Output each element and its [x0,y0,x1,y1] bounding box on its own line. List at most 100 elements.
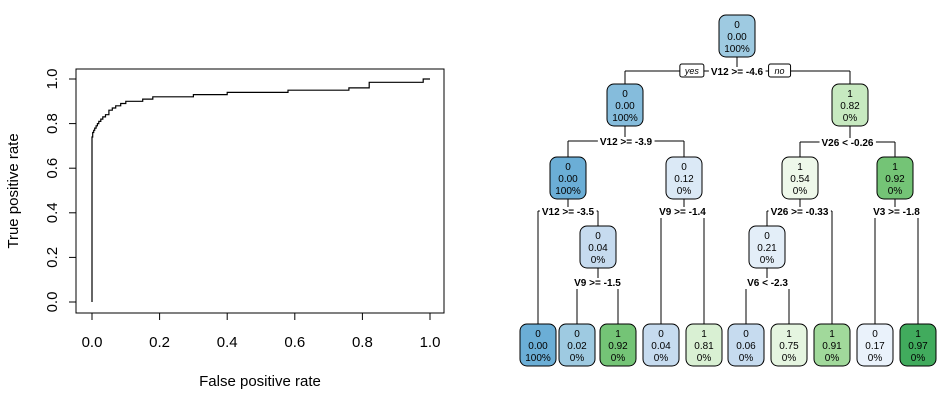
split-label: V3 >= -1.8 [873,207,920,218]
node-class: 0 [658,329,664,340]
node-class: 0 [535,329,541,340]
node-probability: 0.91 [822,341,842,352]
split-label-bg [871,207,923,218]
tree-node-box [856,323,894,367]
node-percent: 0% [760,255,775,266]
split-label-bg [768,207,831,218]
node-probability: 0.92 [885,174,905,185]
node-probability: 0.75 [779,341,799,352]
y-axis: 0.0 0.2 0.4 0.6 0.8 1.0 [44,69,77,313]
node-percent: 100% [612,113,638,124]
yes-label: yes [684,66,700,76]
node-percent: 100% [525,353,551,364]
decision-tree: V12 >= -4.6 V12 >= -3.9 V26 < -0.26 V12 >= … [519,14,937,367]
node-percent: 0% [843,113,858,124]
node-probability: 0.02 [567,341,587,352]
tree-node: 10.540% [781,156,819,200]
tree-node: 00.120% [665,156,703,200]
node-class: 0 [743,329,749,340]
no-label: no [775,66,785,76]
node-probability: 0.54 [790,174,810,185]
tree-node: 10.920% [876,156,914,200]
tree-node-box [665,156,703,200]
node-probability: 0.00 [558,174,578,185]
tree-split-labels: V12 >= -4.6 V12 >= -3.9 V26 < -0.26 V12 >= … [539,63,923,289]
node-probability: 0.04 [651,341,671,352]
node-probability: 0.82 [840,101,860,112]
node-probability: 0.21 [757,243,777,254]
node-probability: 0.97 [908,341,928,352]
tree-node: 00.040% [642,323,680,367]
node-percent: 0% [782,353,797,364]
tree-node: 10.750% [770,323,808,367]
tree-node: 00.170% [856,323,894,367]
split-label: V26 < -0.26 [822,138,874,149]
node-class: 0 [622,89,628,100]
roc-chart: 0.0 0.2 0.4 0.6 0.8 1.0 0.0 0.2 0.4 0.6 0.8 1.0 Fa… [5,68,445,390]
node-class: 1 [847,89,853,100]
node-probability: 0.12 [674,174,694,185]
tree-node-box [599,323,637,367]
y-tick-label: 0.2 [44,247,61,268]
split-label-bg [657,207,709,218]
tree-node: 10.820% [831,83,869,127]
node-class: 1 [786,329,792,340]
tree-node-box [642,323,680,367]
split-label: V12 >= -3.5 [542,207,595,218]
tree-node-box [770,323,808,367]
node-percent: 0% [739,353,754,364]
split-label: V9 >= -1.4 [659,207,706,218]
node-class: 0 [872,329,878,340]
x-tick-label: 0.4 [217,334,238,351]
node-percent: 0% [654,353,669,364]
x-tick-label: 1.0 [420,334,441,351]
node-probability: 0.17 [865,341,885,352]
node-class: 0 [764,231,770,242]
node-class: 0 [574,329,580,340]
tree-nodes: 00.00100%00.00100%10.820%00.00100%00.120… [519,14,937,367]
x-tick-label: 0.8 [352,334,373,351]
node-percent: 0% [677,186,692,197]
node-class: 1 [797,162,803,173]
node-class: 1 [915,329,921,340]
x-axis-title: False positive rate [199,373,321,390]
node-class: 1 [892,162,898,173]
roc-curve-line [91,78,430,302]
x-tick-label: 0.0 [82,334,103,351]
node-percent: 0% [611,353,626,364]
node-class: 0 [595,231,601,242]
y-axis-title: True positive rate [5,133,22,248]
node-percent: 0% [591,255,606,266]
tree-node-box [558,323,596,367]
split-label-bg [708,67,766,78]
node-class: 1 [829,329,835,340]
node-percent: 100% [724,44,750,55]
split-label-bg [597,137,655,148]
node-probability: 0.92 [608,341,628,352]
tree-node: 10.920% [599,323,637,367]
split-label-bg [539,207,597,218]
x-axis: 0.0 0.2 0.4 0.6 0.8 1.0 [82,312,441,351]
node-probability: 0.04 [588,243,608,254]
node-probability: 0.00 [727,32,747,43]
tree-node-box [831,83,869,127]
node-probability: 0.00 [615,101,635,112]
tree-node-box [579,225,617,269]
split-label: V26 >= -0.33 [771,207,829,218]
y-tick-label: 0.8 [44,113,61,134]
y-tick-label: 0.0 [44,292,61,313]
node-percent: 0% [697,353,712,364]
tree-node-box [748,225,786,269]
split-label: V12 >= -3.9 [600,137,653,148]
node-class: 0 [681,162,687,173]
tree-node-box [519,323,557,367]
node-class: 0 [734,20,740,31]
node-percent: 0% [793,186,808,197]
tree-node: 00.210% [748,225,786,269]
node-class: 1 [701,329,707,340]
split-label: V6 < -2.3 [747,278,788,289]
x-tick-label: 0.2 [149,334,170,351]
node-probability: 0.81 [694,341,714,352]
